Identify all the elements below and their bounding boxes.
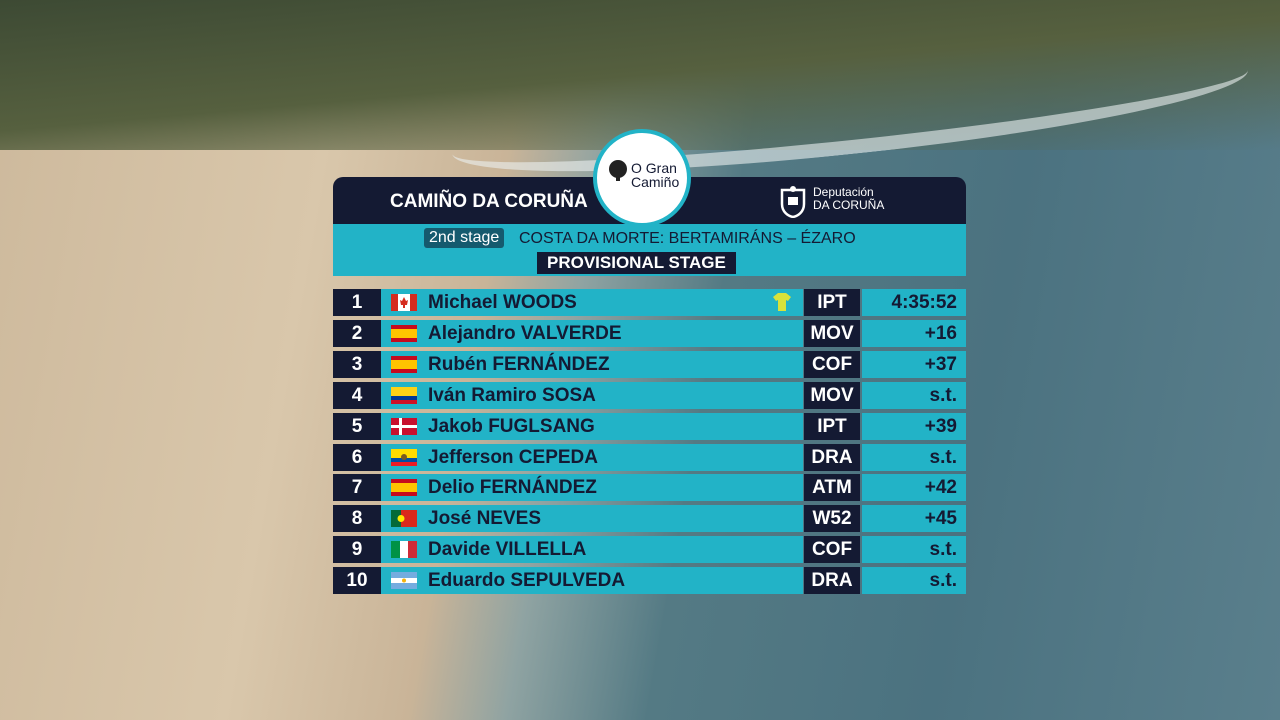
rider-cell: Alejandro VALVERDE bbox=[381, 319, 803, 347]
rider-cell: José NEVES bbox=[381, 505, 803, 533]
rider-name: Delio FERNÁNDEZ bbox=[428, 477, 597, 499]
result-row: 9 Davide VILLELLA COF s.t. bbox=[333, 536, 966, 564]
flag bbox=[391, 417, 417, 435]
result-row: 2 Alejandro VALVERDE MOV +16 bbox=[333, 319, 966, 347]
result-row: 4 Iván Ramiro SOSA MOV s.t. bbox=[333, 381, 966, 409]
time-cell: +16 bbox=[862, 319, 966, 347]
flag bbox=[391, 541, 417, 559]
land bbox=[0, 0, 1280, 150]
time: 4:35:52 bbox=[891, 292, 958, 313]
flag bbox=[391, 294, 417, 311]
team: W52 bbox=[804, 505, 860, 533]
time-cell: s.t. bbox=[862, 536, 966, 564]
rider-cell: Rubén FERNÁNDEZ bbox=[381, 350, 803, 378]
race-logo: O Gran Camiño bbox=[593, 129, 691, 227]
logo-tree bbox=[609, 160, 627, 181]
rider-name: Alejandro VALVERDE bbox=[428, 322, 622, 344]
stage-route: COSTA DA MORTE: BERTAMIRÁNS – ÉZARO bbox=[519, 230, 856, 247]
time-cell: +42 bbox=[862, 474, 966, 502]
sponsor-line1: Deputación bbox=[813, 185, 874, 199]
rider-name: Davide VILLELLA bbox=[428, 539, 587, 561]
team: COF bbox=[804, 350, 860, 378]
rider-name: Rubén FERNÁNDEZ bbox=[428, 353, 610, 375]
time: s.t. bbox=[929, 539, 957, 561]
time-cell: s.t. bbox=[862, 567, 966, 595]
time-cell: 4:35:52 bbox=[862, 289, 966, 316]
header-title: CAMIÑO DA CORUÑA bbox=[390, 191, 588, 212]
result-row: 6 Jefferson CEPEDA DRA s.t. bbox=[333, 443, 966, 471]
rank: 4 bbox=[333, 381, 381, 409]
flag bbox=[391, 448, 417, 466]
flag bbox=[391, 324, 417, 342]
crest bbox=[780, 186, 806, 218]
flag bbox=[391, 510, 417, 528]
rider-cell: Delio FERNÁNDEZ bbox=[381, 474, 803, 502]
stage-label: 2nd stage bbox=[424, 228, 505, 248]
logo-line2: Camiño bbox=[631, 174, 680, 190]
rider-name: José NEVES bbox=[428, 508, 541, 530]
time-cell: +37 bbox=[862, 350, 966, 378]
rider-cell: Jefferson CEPEDA bbox=[381, 443, 803, 471]
time: +39 bbox=[924, 415, 957, 437]
time-cell: +39 bbox=[862, 412, 966, 440]
leader-jersey bbox=[773, 293, 791, 311]
time: +16 bbox=[924, 322, 957, 344]
time: +42 bbox=[924, 477, 957, 499]
time: s.t. bbox=[929, 446, 957, 468]
flag bbox=[391, 355, 417, 373]
team: DRA bbox=[804, 443, 860, 471]
team: MOV bbox=[804, 381, 860, 409]
rider-cell: Jakob FUGLSANG bbox=[381, 412, 803, 440]
logo-text: O Gran Camiño bbox=[631, 161, 679, 189]
rider-name: Michael WOODS bbox=[428, 292, 577, 313]
team: IPT bbox=[804, 289, 860, 316]
team: MOV bbox=[804, 319, 860, 347]
result-row: 3 Rubén FERNÁNDEZ COF +37 bbox=[333, 350, 966, 378]
rank: 9 bbox=[333, 536, 381, 564]
rank: 6 bbox=[333, 443, 381, 471]
result-row: 7 Delio FERNÁNDEZ ATM +42 bbox=[333, 474, 966, 502]
rank: 3 bbox=[333, 350, 381, 378]
rider-name: Jefferson CEPEDA bbox=[428, 446, 598, 468]
rank: 1 bbox=[333, 289, 381, 316]
rank: 10 bbox=[333, 567, 381, 595]
time: +45 bbox=[924, 508, 957, 530]
sponsor-line2: DA CORUÑA bbox=[813, 198, 885, 212]
time: s.t. bbox=[929, 570, 957, 592]
rider-cell: Michael WOODS bbox=[381, 289, 803, 316]
rider-name: Iván Ramiro SOSA bbox=[428, 384, 596, 406]
rank: 8 bbox=[333, 505, 381, 533]
rider-name: Jakob FUGLSANG bbox=[428, 415, 595, 437]
rider-cell: Iván Ramiro SOSA bbox=[381, 381, 803, 409]
rider-cell: Davide VILLELLA bbox=[381, 536, 803, 564]
flag bbox=[391, 479, 417, 497]
time-cell: s.t. bbox=[862, 381, 966, 409]
team: ATM bbox=[804, 474, 860, 502]
rank: 5 bbox=[333, 412, 381, 440]
result-row: 1 Michael WOODS IPT 4:35:52 bbox=[333, 289, 966, 316]
team: DRA bbox=[804, 567, 860, 595]
team: IPT bbox=[804, 412, 860, 440]
rider-cell: Eduardo SEPULVEDA bbox=[381, 567, 803, 595]
rider-name: Eduardo SEPULVEDA bbox=[428, 570, 626, 592]
flag bbox=[391, 572, 417, 590]
time-cell: s.t. bbox=[862, 443, 966, 471]
time-cell: +45 bbox=[862, 505, 966, 533]
team: COF bbox=[804, 536, 860, 564]
sponsor: Deputación DA CORUÑA bbox=[813, 186, 884, 212]
flag bbox=[391, 386, 417, 404]
time: s.t. bbox=[929, 384, 957, 406]
stage-status: PROVISIONAL STAGE bbox=[537, 252, 736, 274]
stage-bar: 2nd stage COSTA DA MORTE: BERTAMIRÁNS – … bbox=[333, 224, 966, 276]
logo-line1: O Gran bbox=[631, 160, 677, 176]
result-row: 10 Eduardo SEPULVEDA DRA s.t. bbox=[333, 567, 966, 595]
result-row: 5 Jakob FUGLSANG IPT +39 bbox=[333, 412, 966, 440]
result-row: 8 José NEVES W52 +45 bbox=[333, 505, 966, 533]
rank: 7 bbox=[333, 474, 381, 502]
rank: 2 bbox=[333, 319, 381, 347]
time: +37 bbox=[924, 353, 957, 375]
